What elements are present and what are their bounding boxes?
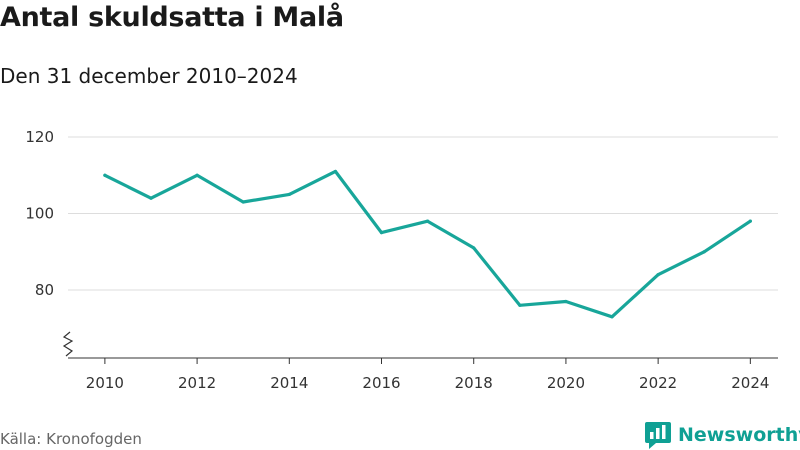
data-point: [702, 250, 706, 254]
series-layer: [103, 169, 752, 319]
series-line: [103, 169, 752, 319]
data-point: [195, 173, 199, 177]
x-tick-label: 2010: [86, 374, 124, 392]
x-tick-label: 2024: [731, 374, 769, 392]
brand-logo: Newsworthy: [644, 420, 800, 450]
data-point: [748, 219, 752, 223]
brand-name: Newsworthy: [678, 424, 800, 446]
data-point: [333, 169, 338, 174]
data-point: [518, 303, 522, 307]
x-axis: [62, 331, 778, 359]
x-tick-label: 2016: [362, 374, 400, 392]
data-point: [472, 246, 476, 250]
x-tick-label: 2012: [178, 374, 216, 392]
data-point: [103, 173, 107, 177]
x-tick-label: 2018: [455, 374, 493, 392]
x-axis-ticks: 2010 2012 2014 2016 2018 2020 2022 2024: [86, 358, 769, 392]
axis-break-icon: [62, 331, 74, 357]
y-axis-ticks: 80 100 120: [25, 128, 54, 299]
data-point: [241, 200, 245, 204]
newsworthy-logo-icon: [645, 422, 671, 449]
y-tick-label: 120: [25, 128, 54, 146]
data-point: [564, 299, 568, 304]
x-tick-label: 2022: [639, 374, 677, 392]
source-note: Källa: Kronofogden: [0, 430, 142, 448]
line-chart: 80 100 120 2010 2012 2014 2016 2018 2020 2022 202…: [25, 128, 778, 392]
data-point: [426, 219, 430, 223]
data-point: [287, 192, 291, 196]
x-tick-label: 2020: [547, 374, 585, 392]
data-point: [656, 273, 660, 277]
gridlines: [68, 136, 778, 291]
y-tick-label: 100: [25, 205, 54, 223]
data-point: [149, 196, 153, 200]
chart-title: Antal skuldsatta i Malå: [0, 2, 344, 33]
data-point: [379, 231, 384, 235]
x-tick-label: 2014: [270, 374, 308, 392]
data-point: [610, 315, 614, 319]
y-tick-label: 80: [35, 281, 54, 299]
chart-subtitle: Den 31 december 2010–2024: [0, 64, 298, 88]
